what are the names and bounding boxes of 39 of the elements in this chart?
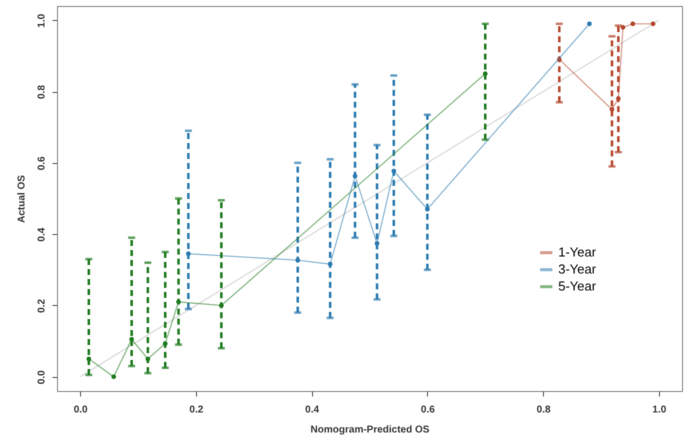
y-axis-title: Actual OS [16,174,28,223]
legend-label: 5-Year [558,278,597,294]
y-tick-label: 0.2 [36,298,48,313]
point [610,107,614,112]
point [650,21,656,26]
point [295,258,300,263]
x-axis-title: Nomogram-Predicted OS [310,424,430,436]
point [630,21,636,26]
legend-label: 1-Year [558,244,597,260]
y-tick-label: 1.0 [36,13,48,28]
y-tick-label: 0.0 [36,370,48,384]
point [587,21,592,26]
point [556,57,562,62]
legend-label: 3-Year [558,262,597,277]
x-tick-label: 1.0 [652,404,667,416]
point [129,336,134,342]
point [186,251,191,256]
x-tick-label: 0.2 [189,404,204,416]
point [86,356,92,362]
point [352,174,358,178]
x-tick-label: 0.8 [536,404,551,416]
point [425,206,430,212]
y-tick-label: 0.4 [36,227,48,242]
point [391,168,396,174]
point [219,303,224,308]
x-tick-label: 0.4 [305,404,320,416]
point [374,241,380,246]
x-tick-label: 0.0 [74,404,88,416]
y-tick-label: 0.6 [36,156,48,170]
point [616,96,621,102]
y-tick-label: 0.8 [36,84,48,100]
point [111,374,116,380]
point [620,25,626,30]
x-tick-label: 0.6 [420,404,436,416]
point [162,341,168,346]
point [482,71,488,76]
point [176,300,181,304]
point [146,356,150,362]
point [328,262,332,266]
